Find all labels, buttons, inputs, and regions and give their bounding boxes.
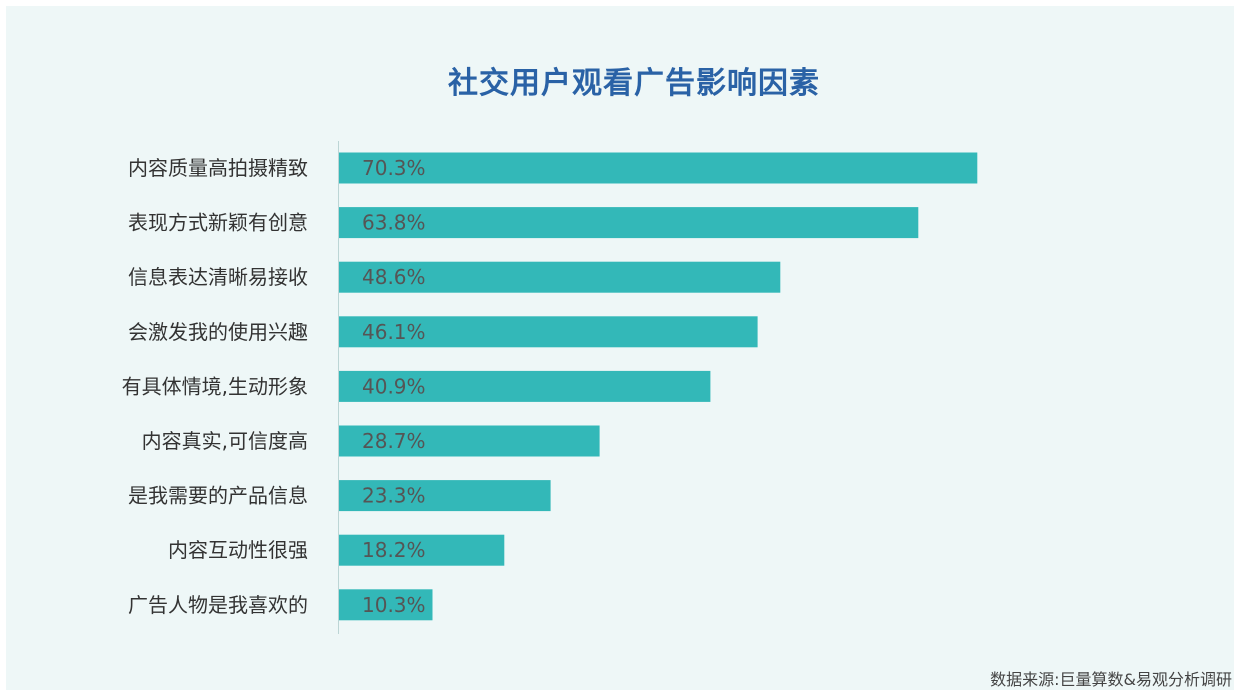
value-label-6: 28.7% bbox=[362, 429, 426, 453]
value-label-4: 46.1% bbox=[362, 320, 426, 344]
category-label-2: 表现方式新颖有创意 bbox=[128, 211, 308, 235]
bar-6 bbox=[339, 425, 600, 457]
bar-5 bbox=[339, 370, 711, 402]
bar-8 bbox=[339, 534, 505, 566]
bar-2 bbox=[339, 207, 919, 239]
value-label-7: 23.3% bbox=[362, 484, 426, 508]
value-label-2: 63.8% bbox=[362, 211, 426, 235]
bar-3 bbox=[339, 261, 781, 293]
bar-4 bbox=[339, 316, 758, 348]
value-label-8: 18.2% bbox=[362, 538, 426, 562]
category-label-8: 内容互动性很强 bbox=[168, 538, 308, 562]
bars-layer: 内容质量高拍摄精致 70.3% 表现方式新颖有创意 63.8% 信息表达清晰易接收 48.… bbox=[122, 152, 978, 621]
bar-9 bbox=[339, 589, 433, 621]
category-label-7: 是我需要的产品信息 bbox=[128, 484, 308, 508]
data-source-note: 数据来源:巨量算数&易观分析调研 bbox=[990, 670, 1232, 689]
value-label-9: 10.3% bbox=[362, 593, 426, 617]
value-label-3: 48.6% bbox=[362, 265, 426, 289]
category-label-6: 内容真实,可信度高 bbox=[142, 429, 308, 453]
category-label-3: 信息表达清晰易接收 bbox=[128, 265, 308, 289]
value-label-1: 70.3% bbox=[362, 156, 426, 180]
chart-title: 社交用户观看广告影响因素 bbox=[448, 66, 820, 101]
category-label-9: 广告人物是我喜欢的 bbox=[128, 593, 308, 617]
chart-panel bbox=[6, 6, 1234, 690]
bar-1 bbox=[339, 152, 978, 184]
category-label-1: 内容质量高拍摄精致 bbox=[128, 156, 308, 180]
bar-7 bbox=[339, 480, 551, 512]
value-label-5: 40.9% bbox=[362, 374, 426, 398]
category-label-4: 会激发我的使用兴趣 bbox=[128, 320, 308, 344]
category-label-5: 有具体情境,生动形象 bbox=[122, 374, 308, 398]
